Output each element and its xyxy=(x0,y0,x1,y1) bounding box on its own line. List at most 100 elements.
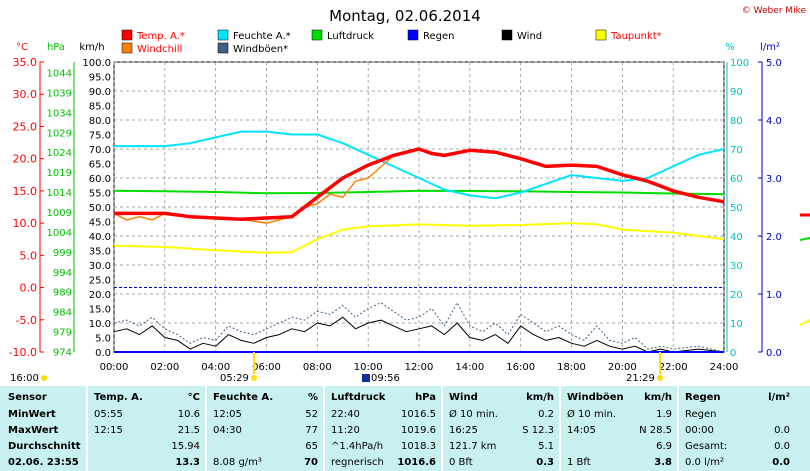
cell-text: 11:20 xyxy=(331,425,360,436)
legend-swatch xyxy=(311,29,323,41)
cell-value: 0.0 xyxy=(774,425,790,436)
cell-text: 12:05 xyxy=(213,409,242,420)
temp-tick: 35.0 xyxy=(13,56,38,69)
hpa-tick: 1019 xyxy=(47,168,72,179)
cell-value: 52 xyxy=(305,409,318,420)
temp-tick: -5.0 xyxy=(16,314,37,327)
cell-value: 65 xyxy=(305,441,318,452)
table-divider xyxy=(86,386,88,471)
cell-value: 21.5 xyxy=(177,425,200,436)
cell-value: 1016.6 xyxy=(397,457,436,468)
legend-swatch xyxy=(121,42,133,54)
cell-text: 00:00 xyxy=(685,425,714,436)
sunset-icon xyxy=(657,375,663,381)
x-tick: 20:00 xyxy=(608,362,637,373)
edge-mark xyxy=(799,237,810,241)
kmh-tick: 30.0 xyxy=(89,261,111,272)
hpa-tick: 1024 xyxy=(47,148,72,159)
kmh-tick: 15.0 xyxy=(89,305,111,316)
pct-tick: 60 xyxy=(730,174,743,185)
col-unit: °C xyxy=(187,392,200,403)
pct-unit: % xyxy=(725,42,735,53)
x-tick: 14:00 xyxy=(455,362,484,373)
kmh-tick: 35.0 xyxy=(89,247,111,258)
hpa-tick: 1029 xyxy=(47,128,72,139)
rain-tick: 5.0 xyxy=(766,58,782,69)
cell-value: 1016.5 xyxy=(401,409,436,420)
hpa-tick: 994 xyxy=(53,268,72,279)
rain-tick: 1.0 xyxy=(766,290,782,301)
cell-text: Ø 10 min. xyxy=(567,409,616,420)
pct-tick: 100 xyxy=(730,58,749,69)
col-unit: % xyxy=(307,392,318,403)
x-tick: 24:00 xyxy=(710,362,739,373)
cell-value: 0.2 xyxy=(538,409,554,420)
kmh-tick: 10.0 xyxy=(89,319,111,330)
hpa-tick: 1004 xyxy=(47,228,72,239)
col-unit: l/m² xyxy=(768,392,790,403)
series-pressure xyxy=(113,189,725,196)
cell-text: regnerisch xyxy=(331,457,384,468)
chart-title: Montag, 02.06.2014 xyxy=(329,7,481,25)
hpa-tick: 989 xyxy=(53,288,72,299)
sunrise-time: 05:29 xyxy=(220,373,249,384)
x-tick: 16:00 xyxy=(506,362,535,373)
table-divider xyxy=(323,386,325,471)
hpa-tick: 1044 xyxy=(47,69,72,80)
cell-value: 6.9 xyxy=(656,441,672,452)
legend-label: Luftdruck xyxy=(327,31,374,42)
edge-mark xyxy=(799,319,810,326)
kmh-tick: 5.0 xyxy=(95,334,111,345)
pct-tick: 0 xyxy=(730,348,736,359)
table-divider xyxy=(559,386,561,471)
x-tick: 06:00 xyxy=(252,362,281,373)
pct-tick: 50 xyxy=(730,203,743,214)
kmh-tick: 80.0 xyxy=(89,116,111,127)
legend-label: Temp. A.* xyxy=(136,31,185,42)
pct-tick: 10 xyxy=(730,319,743,330)
x-tick: 08:00 xyxy=(303,362,332,373)
sun-left-time: 16:00 xyxy=(10,373,39,384)
cell-text: 8.08 g/m³ xyxy=(213,457,262,468)
col-unit: hPa xyxy=(415,392,436,403)
cell-value: 10.6 xyxy=(177,409,200,420)
temp-tick: 5.0 xyxy=(20,249,38,262)
kmh-unit: km/h xyxy=(79,42,104,53)
col-header: Temp. A. xyxy=(94,392,143,403)
col-header: Sensor xyxy=(8,392,47,403)
x-tick: 10:00 xyxy=(354,362,383,373)
pct-tick: 90 xyxy=(730,87,743,98)
series-wind xyxy=(113,316,725,353)
cell-text: 121.7 km xyxy=(449,441,497,452)
rain-tick: 3.0 xyxy=(766,174,782,185)
legend-swatch xyxy=(407,29,419,41)
cell-value: 70 xyxy=(304,457,318,468)
rain-tick: 2.0 xyxy=(766,232,782,243)
sunrise-icon xyxy=(251,375,257,381)
rain-tick: 0.0 xyxy=(766,348,782,359)
cell-text: 22:40 xyxy=(331,409,360,420)
kmh-tick: 85.0 xyxy=(89,102,111,113)
cell-value: 5.1 xyxy=(538,441,554,452)
x-tick: 02:00 xyxy=(150,362,179,373)
legend-label: Taupunkt* xyxy=(610,31,662,42)
hpa-tick: 1014 xyxy=(47,188,72,199)
legend-swatch xyxy=(501,29,513,41)
legend-label: Regen xyxy=(423,31,455,42)
noon-icon xyxy=(362,374,370,382)
kmh-tick: 0.0 xyxy=(95,348,111,359)
legend-label: Feuchte A.* xyxy=(233,31,291,42)
kmh-tick: 75.0 xyxy=(89,131,111,142)
cell-value: 1018.3 xyxy=(401,441,436,452)
hpa-tick: 974 xyxy=(53,348,72,359)
rain-tick: 4.0 xyxy=(766,116,782,127)
cell-value: 0.0 xyxy=(772,457,790,468)
sunset-time: 21:29 xyxy=(626,373,655,384)
hpa-tick: 1009 xyxy=(47,208,72,219)
kmh-tick: 95.0 xyxy=(89,73,111,84)
col-header: Luftdruck xyxy=(331,392,386,403)
kmh-tick: 100.0 xyxy=(82,58,111,69)
legend-label: Windböen* xyxy=(233,44,288,55)
cell-value: 0.0 xyxy=(774,441,790,452)
weather-chart: Montag, 02.06.2014 © Weber Mike Temp. A.* F… xyxy=(9,6,810,384)
